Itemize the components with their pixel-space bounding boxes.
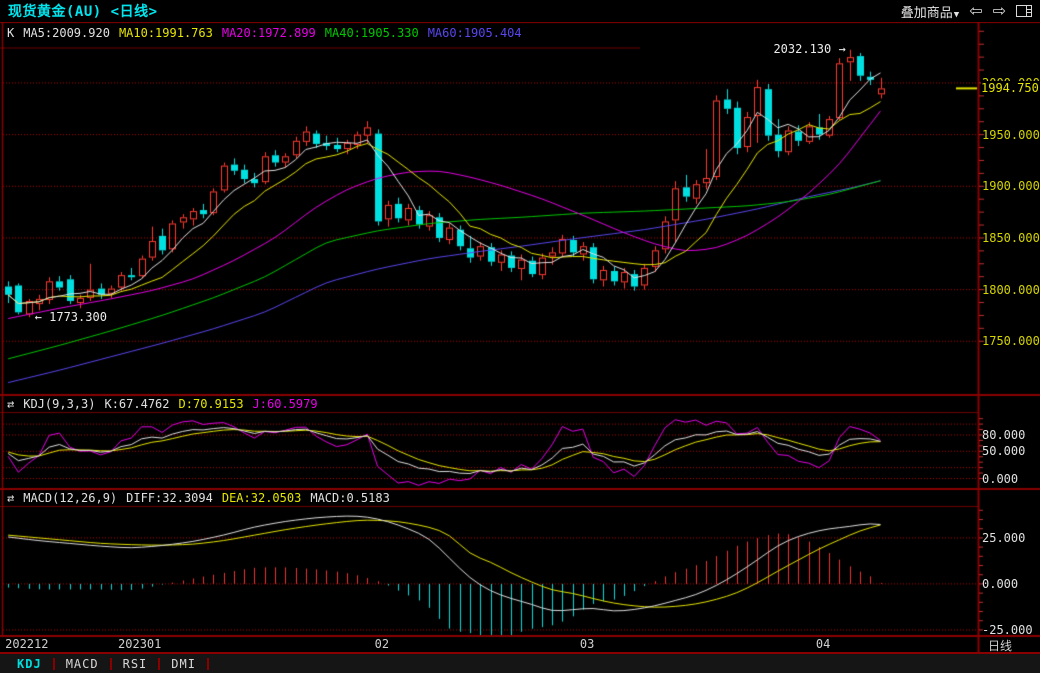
x-axis-month-label: 202301 (118, 637, 162, 651)
price-axis-label: 1850.000 (982, 230, 1040, 245)
x-axis-labels: 202212 202301 02 03 04 日线 (0, 636, 1040, 653)
kdj-legend: ⇄ KDJ(9,3,3) K:67.4762 D:70.9153 J:60.5979 (7, 397, 327, 411)
tab-separator (52, 657, 55, 670)
overlay-commodity-button[interactable]: 叠加商品▼ (901, 2, 959, 21)
legend-item: MA10:1991.763 (118, 26, 213, 40)
legend-item: KDJ(9,3,3) (23, 397, 96, 411)
legend-item: MA40:1905.330 (324, 26, 419, 40)
window-layout-icon[interactable] (1016, 5, 1032, 17)
legend-item: K:67.4762 (104, 397, 170, 411)
macd-axis-label: 25.000 (982, 530, 1026, 545)
tab-dmi[interactable]: DMI (171, 656, 196, 671)
x-axis-month-label: 202212 (5, 637, 49, 651)
macd-axis-label: -25.000 (982, 622, 1033, 637)
price-axis-label: 1900.000 (982, 179, 1040, 194)
legend-item: MACD:0.5183 (310, 491, 390, 505)
legend-item: MA5:2009.920 (23, 26, 110, 40)
kdj-axis-label: 80.000 (982, 427, 1026, 442)
high-annotation: 2032.130 → (773, 42, 845, 56)
title-bar: 现货黄金(AU) <日线> 叠加商品▼ ⇦ ⇨ (0, 0, 1040, 22)
last-price-label: 1994.750 (981, 81, 1039, 96)
price-axis-label: 1800.000 (982, 282, 1040, 297)
kdj-axis-label: 50.000 (982, 444, 1026, 459)
legend-item: DEA:32.0503 (221, 491, 302, 505)
overlay-commodity-label: 叠加商品 (900, 5, 953, 21)
kdj-axis-label: 0.000 (982, 471, 1019, 486)
legend-item: D:70.9153 (178, 397, 244, 411)
chart-canvas[interactable] (0, 0, 1040, 652)
back-arrow-icon[interactable]: ⇦ (969, 1, 983, 20)
price-axis-label: 1750.000 (982, 334, 1040, 349)
legend-item: MA60:1905.404 (427, 26, 522, 40)
x-axis-month-label: 04 (815, 637, 831, 651)
low-annotation: ← 1773.300 (35, 310, 107, 324)
symbol-title: 现货黄金(AU) <日线> (8, 4, 158, 20)
legend-item: MACD(12,26,9) (23, 491, 118, 505)
forward-arrow-icon[interactable]: ⇨ (992, 1, 1006, 20)
tab-macd[interactable]: MACD (65, 656, 99, 671)
high-annotation-text: 2032.130 (773, 41, 832, 56)
left-arrow-glyph: ← (34, 310, 42, 325)
x-axis-month-label: 03 (579, 637, 595, 651)
macd-legend: ⇄ MACD(12,26,9) DIFF:32.3094 DEA:32.0503 MAC… (7, 491, 399, 505)
low-annotation-text: 1773.300 (49, 310, 107, 325)
toolbar: 叠加商品▼ ⇦ ⇨ (901, 2, 1032, 21)
tab-separator (158, 657, 161, 670)
legend-item: J:60.5979 (252, 397, 318, 411)
period-label: 日线 (988, 639, 1013, 653)
swap-indicator-icon[interactable]: ⇄ (7, 397, 15, 411)
tab-separator (206, 657, 209, 670)
indicator-tab-bar: KDJ MACD RSI DMI (0, 652, 1040, 673)
legend-item: DIFF:32.3094 (126, 491, 213, 505)
tab-rsi[interactable]: RSI (122, 656, 148, 671)
tab-kdj[interactable]: KDJ (17, 656, 42, 671)
tab-separator (109, 657, 112, 670)
price-axis-label: 1950.000 (982, 127, 1040, 142)
main-ma-legend: K MA5:2009.920 MA10:1991.763 MA20:1972.899 M… (7, 26, 531, 40)
legend-item: MA20:1972.899 (221, 26, 316, 40)
right-arrow-glyph: → (838, 41, 846, 56)
dropdown-arrow-icon: ▼ (953, 9, 960, 20)
x-axis-month-label: 02 (374, 637, 390, 651)
legend-item: K (7, 26, 15, 40)
macd-axis-label: 0.000 (982, 576, 1019, 591)
swap-indicator-icon[interactable]: ⇄ (7, 491, 15, 505)
